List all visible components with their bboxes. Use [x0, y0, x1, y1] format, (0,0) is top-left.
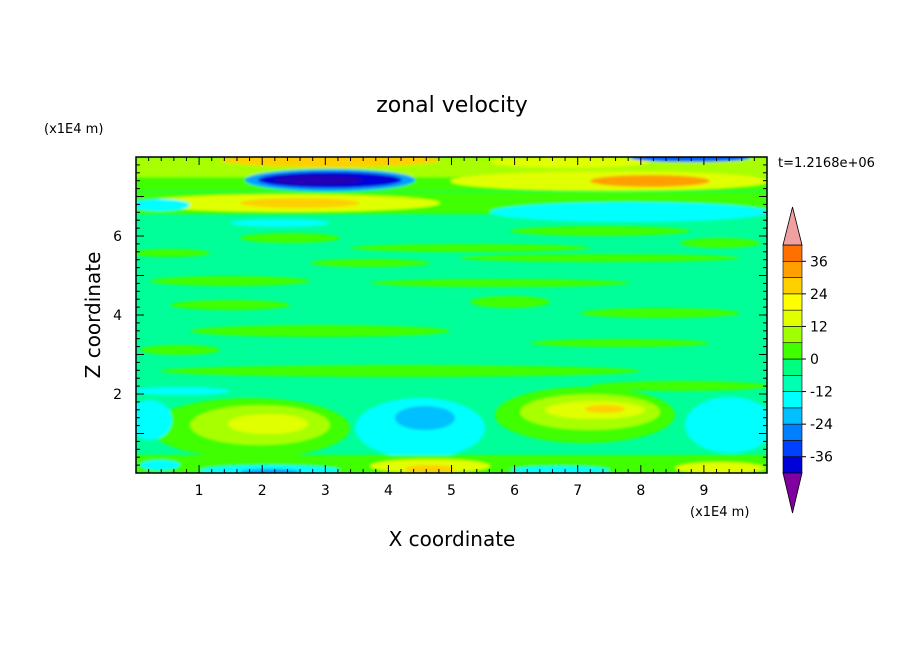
contour-green-8 [136, 249, 210, 257]
y-tick-label: 6 [113, 229, 122, 245]
x-tick-label: 9 [699, 483, 708, 499]
colorbar-box [782, 423, 803, 441]
contour-top-yellow-2 [490, 157, 650, 168]
colorbar-box [782, 244, 803, 262]
x-tick-label: 5 [447, 483, 456, 499]
contour-green-7 [350, 244, 590, 252]
contour-top-blue-right [630, 157, 750, 162]
contour-green-14 [170, 300, 290, 310]
y-tick-label: 4 [113, 308, 122, 324]
contour-blue-mid-2 [395, 406, 455, 430]
contour-green-20 [590, 381, 767, 391]
colorbar-box [782, 260, 803, 278]
contour-bottom-yellow-3 [675, 462, 765, 473]
contour-right-pos-2 [590, 175, 710, 187]
contour-jet-3 [273, 175, 363, 185]
contour-green-4 [510, 226, 690, 236]
contour-cyan-4 [136, 387, 230, 395]
colorbar-box [782, 358, 803, 376]
contour-green-11 [150, 276, 310, 286]
contour-green-5 [240, 233, 340, 243]
x-tick-label: 8 [636, 483, 645, 499]
colorbar-box [782, 391, 803, 409]
y-axis-label: Z coordinate [81, 252, 105, 379]
contour-blue-right [685, 397, 767, 453]
colorbar-labels: 36 24 12 0 -12 -24 -36 [802, 254, 833, 466]
colorbar-box [782, 293, 803, 311]
contour-green-13 [470, 296, 550, 308]
colorbar-max-arrow [782, 206, 803, 246]
y-axis-ticks: 2 4 6 [113, 156, 767, 474]
contour-green-16 [190, 325, 450, 337]
colorbar-tick-label: -12 [810, 385, 833, 401]
x-tick-label: 4 [384, 483, 393, 499]
contour-cyan-2 [136, 199, 190, 211]
field-contours [136, 157, 767, 473]
colorbar-tick-label: -36 [810, 450, 833, 466]
colorbar-tick-label: 36 [810, 254, 828, 270]
contour-bottom-cyan-2 [510, 466, 610, 473]
colorbar-box [782, 440, 803, 458]
contour-mid-orange [240, 198, 360, 208]
contour-lobe-left-3 [228, 414, 308, 434]
colorbar-tick-label: 12 [810, 319, 828, 335]
colorbar-box [782, 407, 803, 425]
contour-green-19 [160, 365, 640, 377]
contour-cyan-3 [230, 219, 330, 227]
x-tick-label: 7 [573, 483, 582, 499]
colorbar-box [782, 456, 803, 474]
y-tick-label: 2 [113, 387, 122, 403]
y-unit-label: (x1E4 m) [44, 122, 103, 137]
colorbar-tick-label: 0 [810, 352, 819, 368]
x-tick-label: 2 [258, 483, 267, 499]
contour-cyan-left [136, 400, 172, 440]
contour-cyan-1 [490, 202, 767, 222]
colorbar-box [782, 326, 803, 344]
time-label: t=1.2168e+06 [778, 156, 875, 171]
colorbar-box [782, 374, 803, 392]
contour-bottom-blue-1 [240, 469, 300, 473]
contour-green-12 [370, 279, 630, 287]
contour-green-10 [460, 254, 740, 262]
x-tick-label: 3 [321, 483, 330, 499]
x-tick-label: 1 [195, 483, 204, 499]
x-axis-ticks: 1 2 3 4 5 6 7 8 9 [135, 157, 768, 499]
contour-bottom-yellow-2 [405, 465, 455, 473]
contour-top-yellow [220, 157, 440, 167]
colorbar-tick-label: 24 [810, 287, 828, 303]
contour-green-18 [140, 345, 220, 355]
contour-bottom-cyan-3 [140, 460, 180, 470]
contour-green-9 [310, 259, 430, 267]
colorbar [782, 206, 803, 514]
x-axis-label: X coordinate [389, 527, 516, 551]
contour-green-15 [580, 308, 740, 318]
x-tick-label: 6 [510, 483, 519, 499]
colorbar-box [782, 309, 803, 327]
colorbar-tick-label: -24 [810, 417, 833, 433]
contour-green-17 [530, 339, 710, 347]
contour-green-6 [680, 238, 760, 248]
plot-area [136, 157, 767, 473]
chart-title: zonal velocity [376, 93, 528, 118]
colorbar-box [782, 277, 803, 295]
colorbar-min-arrow [782, 472, 803, 514]
colorbar-box [782, 342, 803, 360]
contour-lobe-right-4 [585, 405, 625, 413]
x-unit-label: (x1E4 m) [690, 505, 749, 520]
